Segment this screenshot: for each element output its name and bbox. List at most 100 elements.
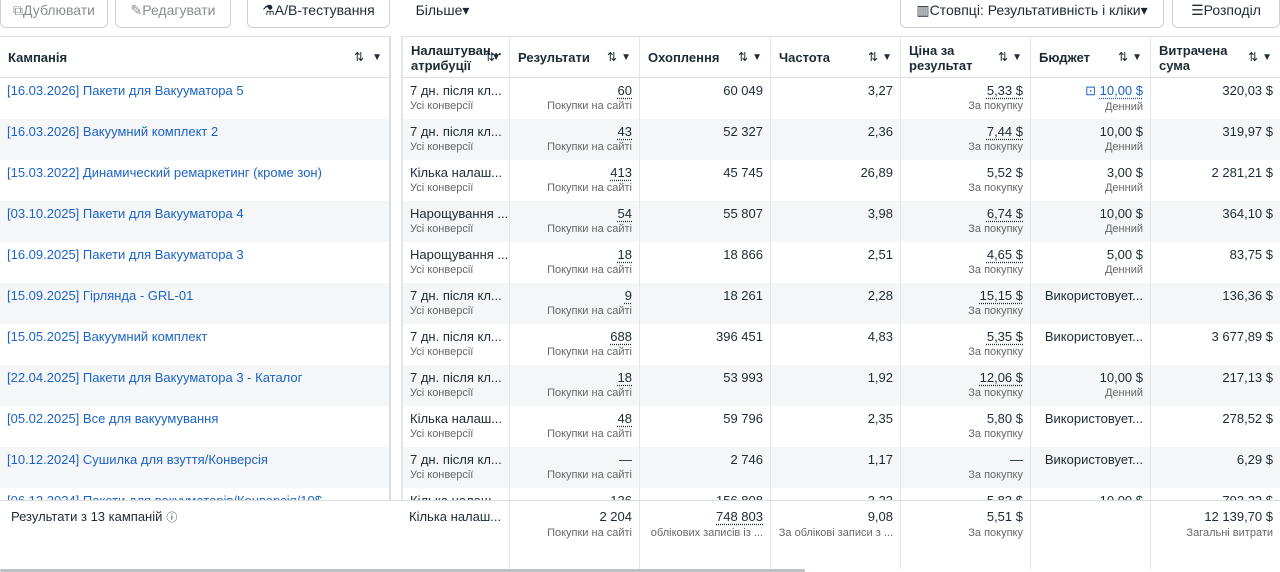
toolbar-button[interactable]: Більше ▾	[400, 0, 485, 28]
column-header[interactable]: Кампанія ⇅ ▼	[0, 37, 390, 78]
value-text: 15,15 $	[979, 288, 1023, 303]
table-cell: 3,98	[770, 201, 900, 242]
value-text: Використовует...	[1044, 329, 1143, 344]
table-cell: 83,75 $	[1150, 242, 1280, 283]
cell-value: 2,51	[867, 247, 893, 262]
cell-subtext: Денний	[1104, 387, 1143, 399]
column-header[interactable]: Охоплення ⇅ ▼	[639, 37, 770, 78]
cell-subtext: Денний	[1104, 141, 1143, 153]
sort-icon: ⇅	[1247, 50, 1258, 64]
sort-icon: ⇅	[997, 50, 1008, 64]
campaign-link[interactable]: [10.12.2024] Сушилка для взуття/Конверсі…	[7, 452, 268, 467]
campaign-link[interactable]: [03.10.2025] Пакети для Вакууматора 4	[7, 206, 244, 221]
table-cell: 1,17	[770, 447, 900, 488]
table-cell: [03.10.2025] Пакети для Вакууматора 4	[0, 201, 390, 242]
table-cell: Кілька налаш... Усі конверсії	[402, 160, 509, 201]
toolbar-button[interactable]: ✎ Редагувати	[115, 0, 231, 28]
cell-value: 136	[517, 493, 632, 500]
toolbar-button[interactable]: ⧉ Дублювати	[0, 0, 108, 28]
value-text: Кілька налаш...	[410, 493, 502, 500]
value-text: 5,52 $	[986, 165, 1023, 180]
cell-value: 59 796	[723, 411, 763, 426]
cell-subtext: Покупки на сайті	[547, 182, 632, 194]
table-cell: 156 808	[639, 488, 770, 500]
value-text: Кілька налаш...	[410, 165, 503, 180]
table-cell: [15.03.2022] Динамический ремаркетинг (к…	[0, 160, 390, 201]
campaign-link[interactable]: [15.03.2022] Динамический ремаркетинг (к…	[7, 165, 322, 180]
dropdown-icon: ▼	[621, 52, 631, 63]
cell-value: 15,15 $	[908, 288, 1023, 303]
value-text: Використовует...	[1044, 411, 1143, 426]
table-cell: 52 327	[639, 119, 770, 160]
cell-value: 5,35 $	[908, 329, 1023, 344]
table-cell: 54 Покупки на сайті	[509, 201, 639, 242]
cell-value: 12,06 $	[908, 370, 1023, 385]
cell-value: Використовует...	[1038, 452, 1143, 467]
value-text: 7 дн. після кл...	[410, 452, 502, 467]
header-text: Ціна за	[909, 42, 955, 58]
cell-subtext: Усі конверсії	[410, 223, 474, 235]
campaign-link[interactable]: [16.09.2025] Пакети для Вакууматора 3	[7, 247, 244, 262]
table-cell: 4,65 $ За покупку	[900, 242, 1030, 283]
campaign-link[interactable]: [15.05.2025] Вакуумний комплект	[7, 329, 208, 344]
footer-value: 5,51 $	[986, 509, 1023, 524]
table-row: [15.09.2025] Гірлянда - GRL-01 7 дн. післ…	[0, 283, 1280, 324]
table-cell: 5,35 $ За покупку	[900, 324, 1030, 365]
cell-subtext: Усі конверсії	[410, 264, 474, 276]
sticky-divider	[389, 36, 402, 572]
campaign-link[interactable]: [05.02.2025] Все для вакуумування	[7, 411, 219, 426]
cell-subtext: Покупки на сайті	[547, 469, 632, 481]
toolbar-button[interactable]: ☰ Розподіл	[1172, 0, 1280, 28]
cell-value: 217,13 $	[1222, 370, 1273, 385]
table-cell: 10,00 $ Денний	[1030, 365, 1150, 406]
cell-value: Нарощування ...	[410, 206, 508, 221]
table-cell: 278,52 $	[1150, 406, 1280, 447]
cell-value: 413	[517, 165, 632, 180]
column-header[interactable]: Частота ⇅ ▼	[770, 37, 900, 78]
campaign-link[interactable]: [16.03.2026] Вакуумний комплект 2	[7, 124, 219, 139]
column-header[interactable]: Ціна за результат ⇅ ▼	[900, 37, 1030, 78]
value-text: 48	[617, 411, 632, 426]
button-label: Редагувати	[142, 2, 216, 18]
column-header[interactable]: Налаштуван... атрибуції ⇅ ▼	[402, 37, 509, 78]
cell-subtext: Покупки на сайті	[547, 223, 632, 235]
sort-icon: ⇅	[867, 50, 878, 64]
table-cell: 6,29 $	[1150, 447, 1280, 488]
cell-value: 60	[517, 83, 632, 98]
cell-value: 7 дн. після кл...	[410, 370, 502, 385]
campaign-link[interactable]: [16.03.2026] Пакети для Вакууматора 5	[7, 83, 244, 98]
campaign-link[interactable]: [22.04.2025] Пакети для Вакууматора 3 - …	[7, 370, 303, 385]
column-header[interactable]: Результати ⇅ ▼	[509, 37, 639, 78]
table-cell: 6,74 $ За покупку	[900, 201, 1030, 242]
sort-icon: ⇅	[353, 50, 364, 64]
table-cell: 12,06 $ За покупку	[900, 365, 1030, 406]
toolbar-button[interactable]: ⚗ A/B-тестування	[247, 0, 390, 28]
dropdown-icon: ▼	[491, 52, 501, 63]
cell-subtext: Усі конверсії	[410, 182, 474, 194]
table-cell: 3,00 $ Денний	[1030, 160, 1150, 201]
cell-value: 18	[517, 247, 632, 262]
dropdown-icon: ▼	[1132, 52, 1142, 63]
table-row: [16.09.2025] Пакети для Вакууматора 3 Нар…	[0, 242, 1280, 283]
toolbar-button[interactable]: ▥ Стовпці: Результативність і кліки ▾	[900, 0, 1164, 28]
value-text: —	[1010, 452, 1023, 467]
campaign-link[interactable]: [06.12.2024] Пакети для вакууматорів/Кон…	[7, 493, 383, 500]
cell-subtext: Усі конверсії	[410, 387, 474, 399]
cell-value: 5,00 $	[1038, 247, 1143, 262]
column-header[interactable]: Витрачена сума ⇅ ▼	[1150, 37, 1280, 78]
cell-value: Використовует...	[1038, 288, 1143, 303]
cell-value: 60 049	[723, 83, 763, 98]
cell-subtext: За покупку	[968, 100, 1023, 112]
footer-value: Кілька налаш...	[409, 509, 502, 524]
footer-cell: 748 803 облікових записів із ...	[639, 501, 770, 569]
cell-value[interactable]: ⊡ 10,00 $	[1038, 83, 1143, 99]
campaign-link[interactable]: [15.09.2025] Гірлянда - GRL-01	[7, 288, 194, 303]
cell-value: 3,98	[867, 206, 893, 221]
value-text: 9	[624, 288, 632, 303]
value-text: 5,33 $	[986, 83, 1023, 98]
table-cell: 18 Покупки на сайті	[509, 242, 639, 283]
value-text: —	[619, 452, 632, 467]
column-header[interactable]: Бюджет ⇅ ▼	[1030, 37, 1150, 78]
header-text: Кампанія	[8, 50, 68, 65]
